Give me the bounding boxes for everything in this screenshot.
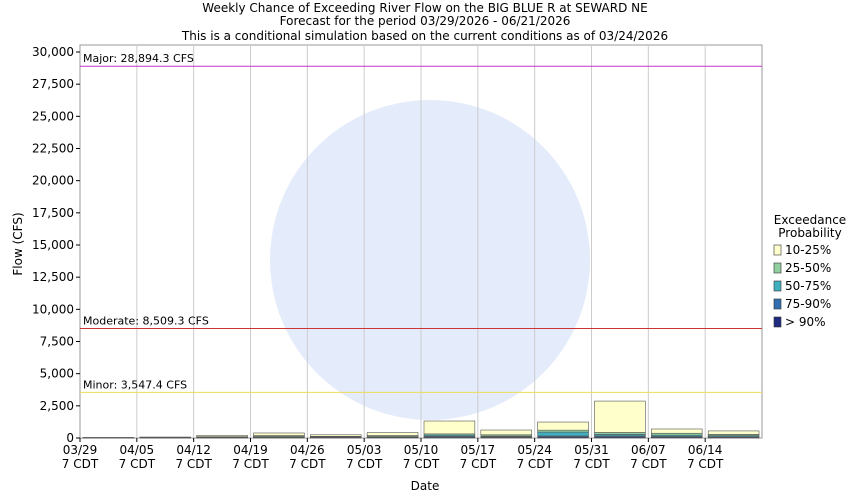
x-tick-label: 04/12 7 CDT (175, 443, 212, 471)
y-tick-label: 30,000 (32, 45, 74, 59)
bar-segment (196, 435, 248, 438)
bar-segment (366, 432, 419, 436)
y-tick-label: 0 (66, 431, 74, 445)
threshold-label: Minor: 3,547.4 CFS (83, 378, 187, 391)
bar-segment (707, 430, 760, 435)
bar-segment (253, 432, 305, 436)
x-axis-label: Date (411, 479, 440, 493)
x-tick-label: 05/17 7 CDT (460, 443, 497, 471)
bar-segment (594, 400, 646, 433)
x-tick-label: 06/07 7 CDT (630, 443, 667, 471)
bar-segment (537, 421, 589, 431)
legend-title: Exceedance Probability (774, 213, 846, 240)
legend-label: 10-25% (785, 243, 831, 257)
x-tick-label: 05/10 7 CDT (403, 443, 440, 471)
y-tick-label: 10,000 (32, 302, 74, 316)
legend-label: 25-50% (785, 261, 831, 275)
chart-note: This is a conditional simulation based o… (181, 29, 668, 43)
chart-title: Weekly Chance of Exceeding River Flow on… (202, 1, 647, 15)
legend-swatch (773, 298, 782, 310)
legend-swatch (773, 316, 782, 328)
y-tick-label: 25,000 (32, 109, 74, 123)
x-tick-label: 05/31 7 CDT (573, 443, 610, 471)
y-tick-label: 15,000 (32, 238, 74, 252)
y-tick-label: 27,500 (32, 77, 74, 91)
y-tick-label: 7,500 (40, 335, 74, 349)
bar-segment (537, 431, 589, 437)
x-tick-label: 04/19 7 CDT (232, 443, 269, 471)
legend-swatch (773, 262, 782, 274)
x-tick-label: 05/24 7 CDT (516, 443, 553, 471)
legend-swatch (773, 244, 782, 256)
y-tick-label: 20,000 (32, 174, 74, 188)
threshold-label: Major: 28,894.3 CFS (83, 52, 194, 65)
x-tick-label: 03/29 7 CDT (62, 443, 99, 471)
legend-label: 75-90% (785, 297, 831, 311)
x-tick-label: 04/05 7 CDT (119, 443, 156, 471)
chart-subtitle: Forecast for the period 03/29/2026 - 06/… (280, 14, 571, 28)
watermark (270, 100, 590, 420)
legend-label: 50-75% (785, 279, 831, 293)
bar-segment (423, 420, 476, 435)
x-tick-label: 04/26 7 CDT (289, 443, 326, 471)
y-tick-label: 2,500 (40, 399, 74, 413)
y-tick-label: 17,500 (32, 206, 74, 220)
y-tick-label: 12,500 (32, 270, 74, 284)
legend-swatch (773, 280, 782, 292)
y-tick-label: 5,000 (40, 367, 74, 381)
y-axis-label: Flow (CFS) (11, 212, 25, 275)
x-tick-label: 05/03 7 CDT (346, 443, 383, 471)
legend-label: > 90% (785, 315, 826, 329)
bar-segment (310, 434, 362, 437)
bar-segment (651, 428, 703, 434)
threshold-label: Moderate: 8,509.3 CFS (83, 315, 209, 328)
x-tick-label: 06/14 7 CDT (687, 443, 724, 471)
bar-segment (480, 429, 532, 436)
y-tick-label: 22,500 (32, 142, 74, 156)
